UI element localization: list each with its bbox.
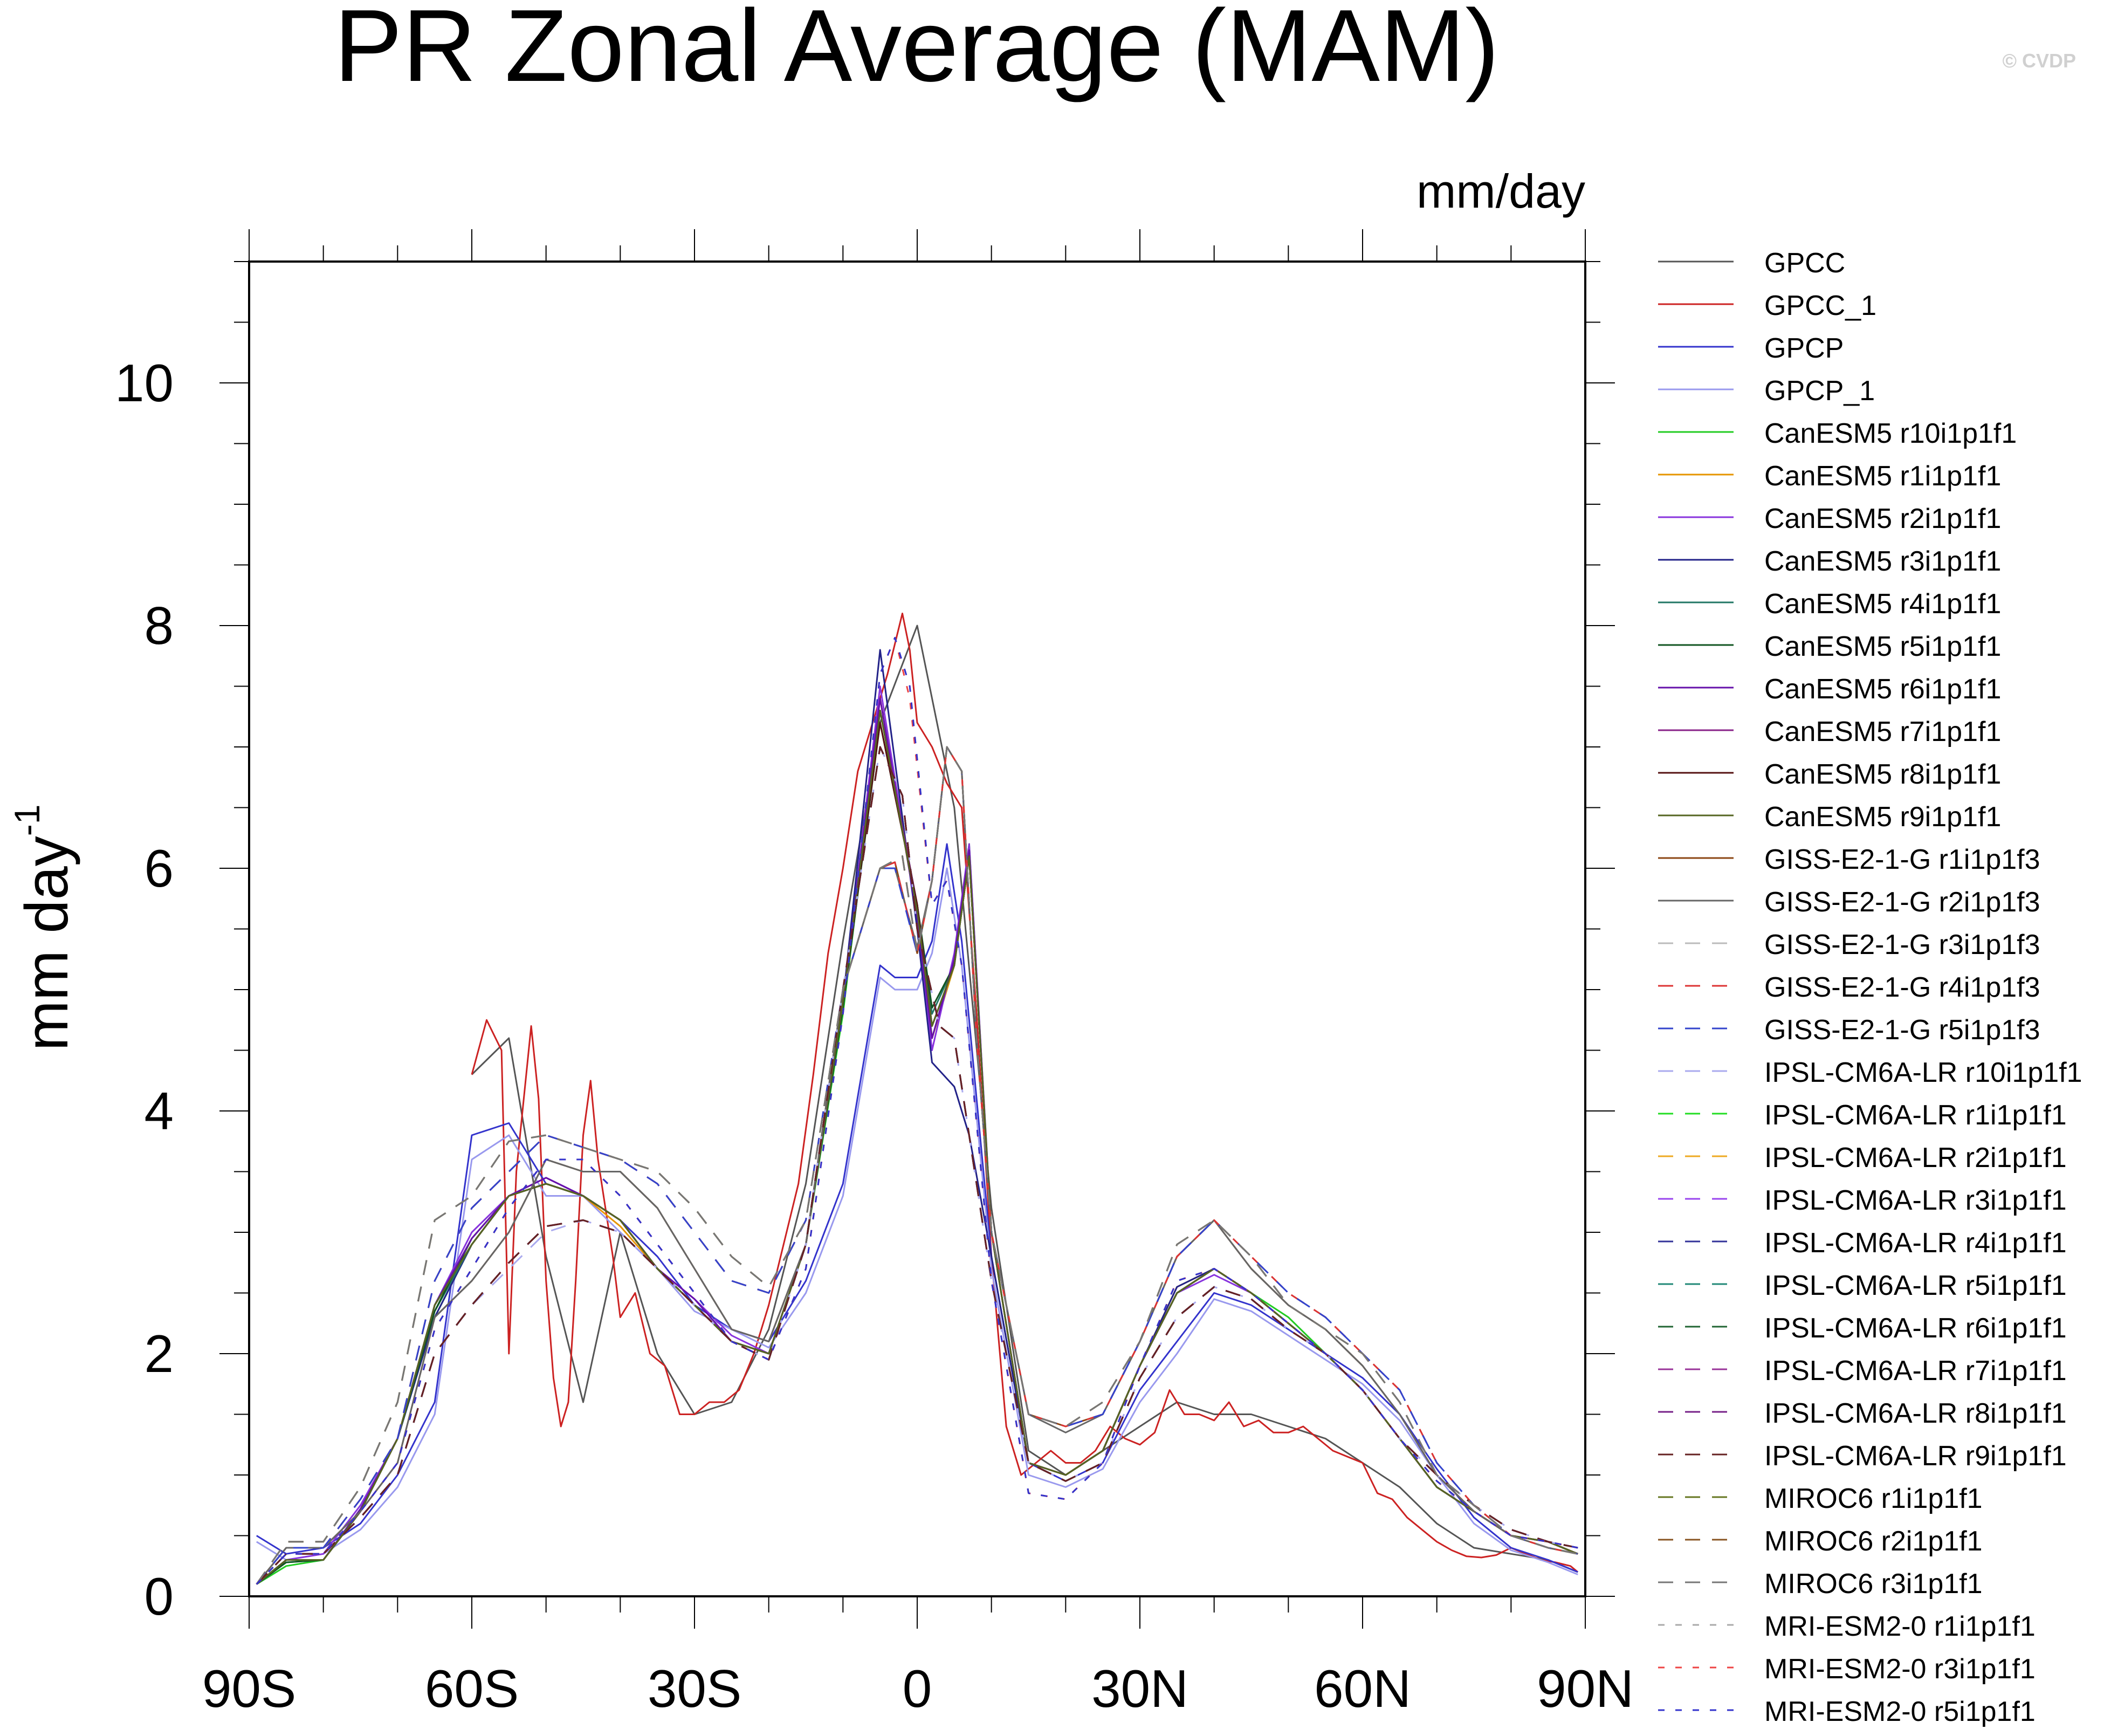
y-axis-label-main: mm day bbox=[13, 836, 80, 1051]
legend-label: IPSL-CM6A-LR r10i1p1f1 bbox=[1764, 1057, 2082, 1088]
series-line bbox=[256, 746, 1578, 1585]
series-line bbox=[256, 697, 1578, 1585]
legend-label: IPSL-CM6A-LR r7i1p1f1 bbox=[1764, 1355, 2067, 1387]
series-line bbox=[256, 710, 1578, 1585]
legend-label: IPSL-CM6A-LR r4i1p1f1 bbox=[1764, 1227, 2067, 1259]
series-line bbox=[256, 746, 1578, 1585]
series-line bbox=[256, 746, 1578, 1585]
legend-label: GISS-E2-1-G r3i1p1f3 bbox=[1764, 929, 2040, 960]
legend-label: CanESM5 r1i1p1f1 bbox=[1764, 461, 2001, 492]
x-tick-label: 90S bbox=[202, 1659, 296, 1718]
series-line bbox=[256, 637, 1578, 1585]
series-line bbox=[256, 746, 1578, 1585]
legend-label: IPSL-CM6A-LR r3i1p1f1 bbox=[1764, 1185, 2067, 1216]
axis-ticks bbox=[219, 229, 1615, 1629]
plot-frame bbox=[248, 260, 1586, 1597]
y-tick-label: 8 bbox=[144, 596, 174, 655]
units-label: mm/day bbox=[1417, 164, 1585, 218]
legend-label: CanESM5 r6i1p1f1 bbox=[1764, 674, 2001, 705]
legend: GPCC GPCC_1 GPCP GPCP_1 CanESM5 r10i1p1f1 Can… bbox=[1658, 248, 2082, 1727]
series-line bbox=[256, 867, 1578, 1575]
x-tick-label: 60S bbox=[425, 1659, 519, 1718]
legend-label: IPSL-CM6A-LR r2i1p1f1 bbox=[1764, 1142, 2067, 1174]
series-line bbox=[256, 710, 1578, 1585]
series-line bbox=[256, 746, 1578, 1585]
x-tick-label: 60N bbox=[1314, 1659, 1411, 1718]
y-tick-label: 0 bbox=[144, 1567, 174, 1626]
legend-label: IPSL-CM6A-LR r9i1p1f1 bbox=[1764, 1440, 2067, 1472]
series-line bbox=[256, 697, 1578, 1585]
series-line bbox=[256, 746, 1578, 1585]
y-tick-label: 2 bbox=[144, 1324, 174, 1383]
legend-label: GPCC bbox=[1764, 248, 1845, 279]
legend-label: GISS-E2-1-G r5i1p1f3 bbox=[1764, 1014, 2040, 1046]
series-line bbox=[256, 746, 1578, 1585]
legend-label: MRI-ESM2-0 r1i1p1f1 bbox=[1764, 1611, 2036, 1642]
chart-title: PR Zonal Average (MAM) bbox=[334, 0, 1499, 103]
tick-labels: 0 2 4 6 8 10 90S 60S 30S 0 30N 60N 90N bbox=[115, 353, 1634, 1718]
series-line bbox=[256, 746, 1578, 1585]
y-tick-label: 10 bbox=[115, 353, 174, 413]
x-tick-label: 90N bbox=[1537, 1659, 1634, 1718]
legend-label: GPCP bbox=[1764, 333, 1844, 364]
legend-label: MIROC6 r3i1p1f1 bbox=[1764, 1568, 1983, 1600]
x-tick-label: 30S bbox=[648, 1659, 741, 1718]
legend-label: GISS-E2-1-G r4i1p1f3 bbox=[1764, 972, 2040, 1003]
legend-label: IPSL-CM6A-LR r6i1p1f1 bbox=[1764, 1313, 2067, 1344]
legend-label: GISS-E2-1-G r2i1p1f3 bbox=[1764, 887, 2040, 918]
series-line bbox=[256, 746, 1578, 1585]
series-line bbox=[256, 710, 1578, 1585]
legend-label: MIROC6 r1i1p1f1 bbox=[1764, 1483, 1983, 1514]
legend-label: CanESM5 r7i1p1f1 bbox=[1764, 716, 2001, 747]
series-line bbox=[256, 746, 1578, 1585]
series-line bbox=[256, 722, 1578, 1585]
series-line bbox=[256, 746, 1578, 1585]
series-line bbox=[256, 746, 1578, 1585]
legend-label: MRI-ESM2-0 r5i1p1f1 bbox=[1764, 1696, 2036, 1727]
legend-label: MRI-ESM2-0 r3i1p1f1 bbox=[1764, 1653, 2036, 1685]
series-line bbox=[256, 746, 1578, 1585]
series-line bbox=[256, 746, 1578, 1585]
legend-label: GPCC_1 bbox=[1764, 290, 1876, 321]
series-line bbox=[256, 746, 1578, 1585]
legend-label: CanESM5 r3i1p1f1 bbox=[1764, 546, 2001, 577]
x-tick-label: 30N bbox=[1091, 1659, 1188, 1718]
legend-label: IPSL-CM6A-LR r1i1p1f1 bbox=[1764, 1100, 2067, 1131]
x-tick-label: 0 bbox=[903, 1659, 932, 1718]
series-line bbox=[256, 685, 1578, 1585]
copyright-label: © CVDP bbox=[2002, 50, 2076, 72]
legend-label: GPCP_1 bbox=[1764, 375, 1875, 407]
series-line bbox=[256, 722, 1578, 1585]
y-tick-label: 6 bbox=[144, 839, 174, 898]
y-tick-label: 4 bbox=[144, 1081, 174, 1141]
y-axis-label-superscript: -1 bbox=[7, 805, 47, 836]
legend-label: MIROC6 r2i1p1f1 bbox=[1764, 1526, 1983, 1557]
series-lines bbox=[256, 613, 1579, 1585]
y-axis-label: mm day-1 bbox=[7, 805, 80, 1051]
legend-label: CanESM5 r9i1p1f1 bbox=[1764, 801, 2001, 833]
legend-label: CanESM5 r2i1p1f1 bbox=[1764, 503, 2001, 534]
series-line bbox=[256, 746, 1578, 1585]
legend-label: CanESM5 r10i1p1f1 bbox=[1764, 418, 2017, 449]
series-line bbox=[256, 649, 1578, 1585]
legend-label: CanESM5 r4i1p1f1 bbox=[1764, 588, 2001, 620]
legend-label: IPSL-CM6A-LR r5i1p1f1 bbox=[1764, 1270, 2067, 1301]
legend-label: CanESM5 r5i1p1f1 bbox=[1764, 631, 2001, 662]
series-line bbox=[256, 637, 1578, 1585]
series-line bbox=[256, 746, 1578, 1585]
series-line bbox=[256, 637, 1578, 1585]
series-line bbox=[256, 710, 1578, 1585]
legend-label: IPSL-CM6A-LR r8i1p1f1 bbox=[1764, 1398, 2067, 1429]
series-line bbox=[471, 625, 1578, 1573]
legend-label: CanESM5 r8i1p1f1 bbox=[1764, 759, 2001, 790]
legend-label: GISS-E2-1-G r1i1p1f3 bbox=[1764, 844, 2040, 875]
series-line bbox=[256, 746, 1578, 1585]
